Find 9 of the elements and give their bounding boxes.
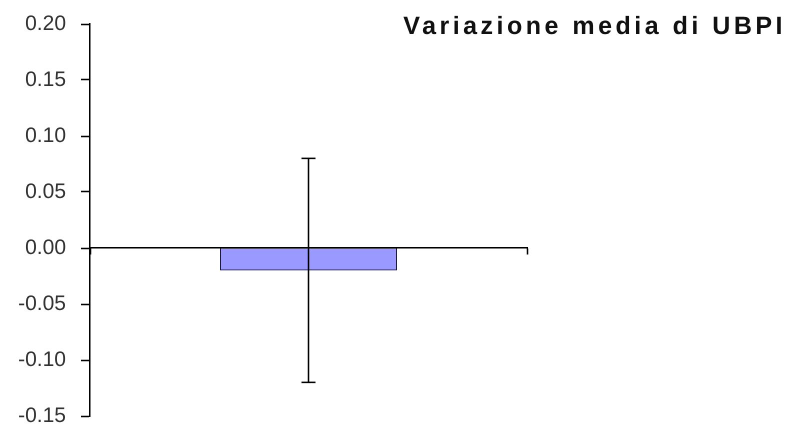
y-tick-label: -0.15 [18, 404, 66, 427]
y-tick-label: 0.10 [25, 124, 66, 147]
y-tick-label: 0.00 [25, 236, 66, 259]
y-tick-label: 0.20 [25, 12, 66, 35]
y-tick-label: -0.10 [18, 348, 66, 371]
y-tick-label: -0.05 [18, 292, 66, 315]
y-tick-label: 0.05 [25, 180, 66, 203]
text: Variazione media di UBPI [403, 12, 786, 41]
y-tick-label: 0.15 [25, 68, 66, 91]
